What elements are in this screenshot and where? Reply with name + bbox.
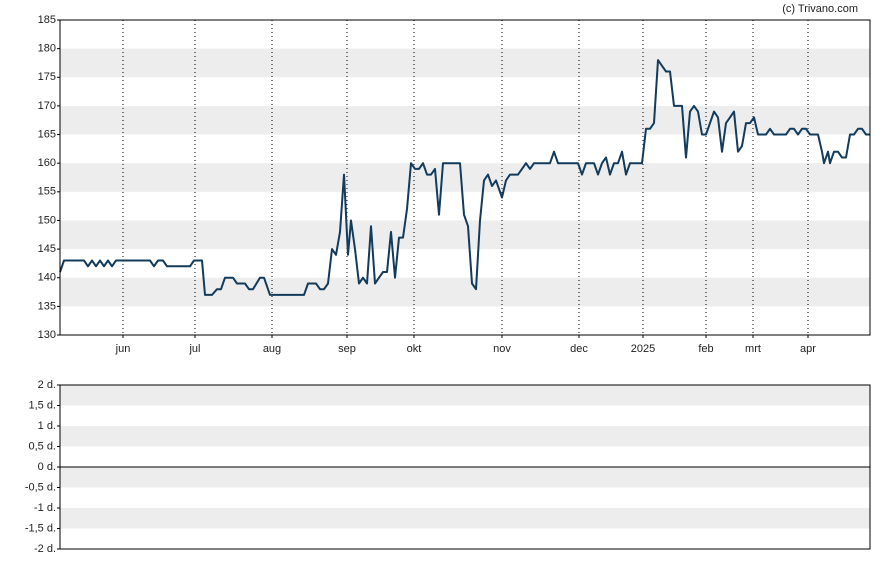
y-tick-label: -0,5 d.: [25, 481, 56, 493]
band: [60, 467, 870, 488]
y-tick-label: 180: [38, 43, 56, 55]
y-tick-label: 185: [38, 14, 56, 26]
plot-frame: [59, 384, 871, 550]
band: [60, 508, 870, 529]
y-tick-label: 155: [38, 186, 56, 198]
x-tick-label: apr: [800, 343, 816, 355]
y-tick-label: 1,5 d.: [28, 399, 56, 411]
band: [60, 385, 870, 406]
y-tick-label: 170: [38, 100, 56, 112]
y-tick-label: 0,5 d.: [28, 440, 56, 452]
band: [60, 277, 870, 307]
y-tick-label: 1 d.: [38, 420, 56, 432]
band: [60, 220, 870, 250]
y-tick-label: 140: [38, 272, 56, 284]
x-tick-label: nov: [493, 343, 511, 355]
x-tick-label: 2025: [631, 343, 655, 355]
y-tick-label: 150: [38, 214, 56, 226]
y-tick-label: 160: [38, 157, 56, 169]
y-tick-label: 2 d.: [38, 379, 56, 391]
y-tick-label: 165: [38, 128, 56, 140]
price-line: [59, 59, 870, 296]
y-tick-label: 130: [38, 329, 56, 341]
y-tick-label: -1 d.: [34, 502, 56, 514]
band: [60, 163, 870, 192]
y-tick-label: -1,5 d.: [25, 522, 56, 534]
y-tick-label: 145: [38, 243, 56, 255]
band: [60, 105, 870, 135]
y-tick-label: -2 d.: [34, 543, 56, 555]
x-tick-label: dec: [570, 343, 588, 355]
x-tick-label: sep: [338, 343, 356, 355]
band: [60, 426, 870, 447]
x-tick-label: jun: [115, 343, 131, 355]
x-tick-label: jul: [188, 343, 200, 355]
x-tick-label: mrt: [745, 343, 761, 355]
x-tick-label: aug: [263, 343, 281, 355]
y-tick-label: 0 d.: [38, 461, 56, 473]
plot-frame: [59, 19, 871, 336]
watermark: (c) Trivano.com: [782, 3, 858, 15]
x-tick-label: okt: [407, 343, 422, 355]
x-tick-label: feb: [698, 343, 713, 355]
y-tick-label: 135: [38, 300, 56, 312]
y-tick-label: 175: [38, 71, 56, 83]
band: [60, 48, 870, 78]
